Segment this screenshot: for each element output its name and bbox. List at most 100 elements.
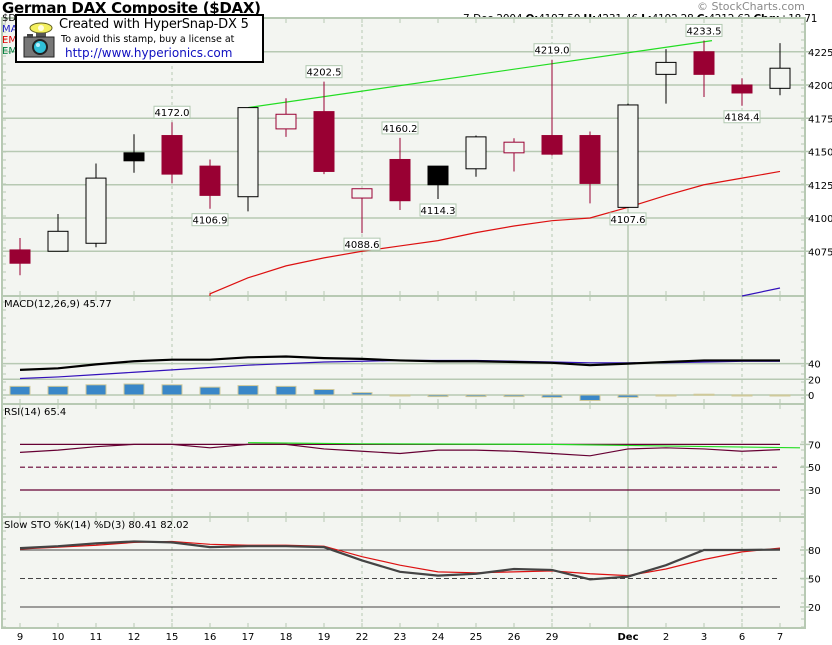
ema-line (209, 170, 781, 296)
x-axis-label: 9 (17, 632, 23, 643)
candle-body (503, 141, 525, 154)
candle (47, 214, 69, 252)
candle (351, 188, 373, 234)
macd-label: MACD(12,26,9) 45.77 (4, 299, 112, 310)
x-axis-label: 18 (280, 632, 293, 643)
x-axis-label: 25 (470, 632, 483, 643)
copyright-text: © StockCharts.com (697, 0, 805, 13)
x-axis-label: 7 (777, 632, 783, 643)
price-annotation: 4106.9 (193, 216, 228, 227)
y-axis-label: 4225 (808, 48, 832, 59)
candle-body (275, 113, 297, 130)
candle (427, 165, 449, 199)
macd-line (19, 355, 780, 371)
legend-item-ema-red: EM (2, 35, 17, 46)
candle-body (9, 249, 31, 264)
candle (769, 43, 791, 96)
macd-histogram-bar (47, 385, 69, 396)
candle-body (769, 67, 791, 89)
y-axis-label: 4125 (808, 181, 832, 192)
macd-histogram-bar (123, 383, 145, 396)
candle-body (389, 158, 411, 202)
candle-body (465, 136, 487, 170)
candle (731, 78, 753, 106)
candle (9, 237, 31, 276)
candle-body (731, 84, 753, 94)
y-axis-label: 30 (808, 486, 821, 497)
price-legend: $D MA EM EM (2, 13, 17, 57)
candle-body (427, 165, 449, 186)
y-axis-label: 4150 (808, 148, 832, 159)
ma-line (741, 287, 781, 297)
legend-item-symbol: $D (2, 13, 17, 24)
rsi-label: RSI(14) 65.4 (4, 407, 66, 418)
panel-rsi (1, 403, 806, 518)
candle-body (237, 107, 259, 198)
candle (579, 131, 601, 204)
y-axis-label: 4100 (808, 214, 832, 225)
rsi-trendline (247, 442, 801, 449)
candle (389, 137, 411, 211)
candle (313, 81, 335, 175)
macd-histogram-bar (617, 394, 639, 398)
price-annotation-box (343, 237, 381, 251)
macd-histogram-bar (351, 392, 373, 396)
price-annotation-box (153, 105, 191, 119)
sto-k-line (19, 540, 781, 581)
macd-histogram-bar (427, 394, 449, 398)
x-axis-label: 10 (52, 632, 65, 643)
macd-histogram-bar (85, 384, 107, 396)
y-axis-label: 4075 (808, 247, 832, 258)
x-axis-label: 24 (432, 632, 445, 643)
candle-body (161, 135, 183, 175)
macd-histogram-bar (541, 394, 563, 398)
legend-item-ma: MA (2, 24, 18, 35)
legend-item-ema-green: EM (2, 46, 17, 57)
x-axis-label: 6 (739, 632, 745, 643)
x-axis-label: 2 (663, 632, 669, 643)
price-annotation-box (533, 43, 571, 57)
x-axis-label: 3 (701, 632, 707, 643)
price-annotation: 4088.6 (345, 240, 380, 251)
y-axis-label: 50 (808, 575, 821, 586)
panel-macd (1, 295, 806, 405)
price-annotation: 4172.0 (155, 108, 190, 119)
y-axis-label: 40 (808, 360, 821, 371)
price-annotation-box (609, 212, 647, 226)
x-axis-label: 19 (318, 632, 331, 643)
macd-histogram-bar (731, 394, 753, 397)
candle (541, 59, 563, 156)
price-annotation: 4202.5 (307, 68, 342, 79)
y-axis-label: 4200 (808, 81, 832, 92)
candle (161, 122, 183, 184)
x-axis-label: 23 (394, 632, 407, 643)
resistance-trendline (247, 40, 713, 109)
y-axis-label: 4175 (808, 114, 832, 125)
watermark-line1: Created with HyperSnap-DX 5 (59, 17, 249, 32)
price-annotation-box (685, 23, 723, 37)
price-annotation-box (723, 110, 761, 124)
hypersnap-watermark: Created with HyperSnap-DX 5 To avoid thi… (15, 14, 264, 63)
price-annotation: 4107.6 (611, 215, 646, 226)
macd-histogram-bar (275, 385, 297, 396)
price-annotation: 4160.2 (383, 124, 418, 135)
y-axis-label: 20 (808, 603, 821, 614)
price-annotation: 4219.0 (535, 46, 570, 57)
y-axis-label: 20 (808, 375, 821, 386)
macd-histogram-bar (579, 394, 601, 401)
y-axis-label: 0 (808, 391, 814, 402)
x-axis-label: Dec (617, 632, 638, 643)
macd-histogram-bar (389, 394, 411, 397)
candle-body (579, 135, 601, 184)
candle (199, 159, 221, 209)
candle (465, 135, 487, 177)
macd-histogram-bar (693, 393, 715, 396)
macd-histogram-bar (313, 389, 335, 396)
candle-body (47, 230, 69, 252)
watermark-link[interactable]: http://www.hyperionics.com (65, 46, 233, 60)
candle (275, 98, 297, 137)
candle-body (85, 177, 107, 244)
x-axis-label: 15 (166, 632, 179, 643)
price-annotation-box (191, 213, 229, 227)
price-annotation: 4233.5 (687, 26, 722, 37)
